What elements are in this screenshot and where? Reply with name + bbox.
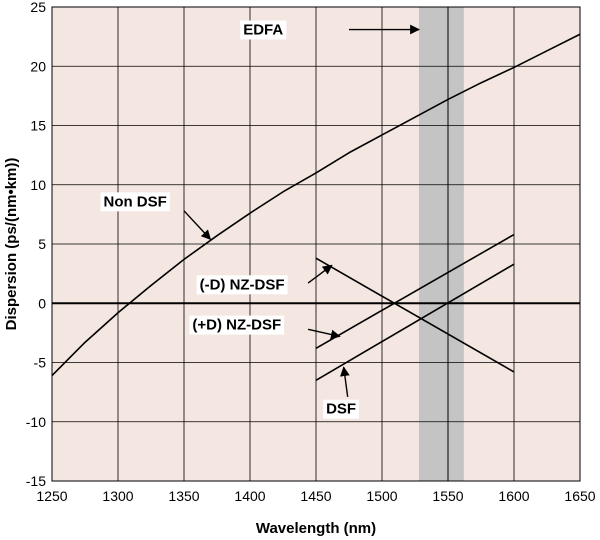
series-non-dsf: [51, 33, 581, 377]
series-dsf: [315, 263, 515, 381]
annotation-d-nz-dsf: (+D) NZ-DSF: [189, 315, 341, 340]
x-tick-labels: 1250 1300 1350 1400 1450 1500 1550 1600 1650: [36, 488, 595, 504]
x-tick-label: 1400: [234, 488, 265, 504]
annotation-label-bg: [100, 192, 170, 212]
annotation-label: DSF: [326, 401, 356, 418]
y-tick-label: 20: [30, 58, 46, 74]
annotation-label-bg: [323, 399, 360, 419]
y-tick-label: 10: [30, 177, 46, 193]
annotation-non-dsf: Non DSF: [100, 192, 212, 240]
annotation-dsf: DSF: [323, 366, 360, 419]
x-tick-label: 1250: [36, 488, 67, 504]
x-tick-label: 1300: [102, 488, 133, 504]
annotation-label-bg: [196, 275, 288, 295]
y-tick-labels: -15 -10 -5 0 5 10 15 20 25: [26, 0, 46, 489]
annotation-edfa: EDFA: [240, 20, 420, 40]
y-tick-label: 0: [38, 295, 46, 311]
x-tick-label: 1650: [564, 488, 595, 504]
annotation-arrow: [183, 210, 212, 240]
y-tick-label: -5: [34, 355, 47, 371]
series-d-nz-dsf: [315, 257, 515, 373]
x-tick-label: 1550: [432, 488, 463, 504]
x-tick-label: 1600: [498, 488, 529, 504]
annotation-d-nz-dsf: (-D) NZ-DSF: [196, 264, 333, 295]
x-axis-title: Wavelength (nm): [256, 520, 376, 537]
annotations: EDFA Non DSF (-D) NZ-DSF (+D) NZ-DSF DSF: [100, 20, 420, 419]
annotation-arrow: [307, 328, 341, 340]
annotation-label-bg: [189, 315, 285, 335]
y-tick-label: -10: [26, 414, 46, 430]
series-d-nz-dsf: [315, 233, 515, 349]
y-tick-label: 15: [30, 118, 46, 134]
plot-frame: [51, 6, 581, 482]
annotation-arrow: [307, 264, 333, 284]
x-tick-label: 1500: [366, 488, 397, 504]
y-tick-label: 25: [30, 0, 46, 15]
y-tick-label: 5: [38, 236, 46, 252]
annotation-label: (-D) NZ-DSF: [200, 276, 285, 293]
series-layer: [51, 33, 581, 381]
y-tick-label: -15: [26, 473, 46, 489]
annotation-label: Non DSF: [103, 193, 166, 210]
x-tick-label: 1350: [168, 488, 199, 504]
annotation-label: (+D) NZ-DSF: [192, 317, 281, 334]
x-tick-label: 1450: [300, 488, 331, 504]
annotation-arrow: [340, 366, 350, 397]
y-axis-title: Dispersion (ps/(nm•km)): [3, 158, 20, 331]
annotation-label-bg: [240, 20, 287, 40]
annotation-label: EDFA: [243, 22, 283, 39]
